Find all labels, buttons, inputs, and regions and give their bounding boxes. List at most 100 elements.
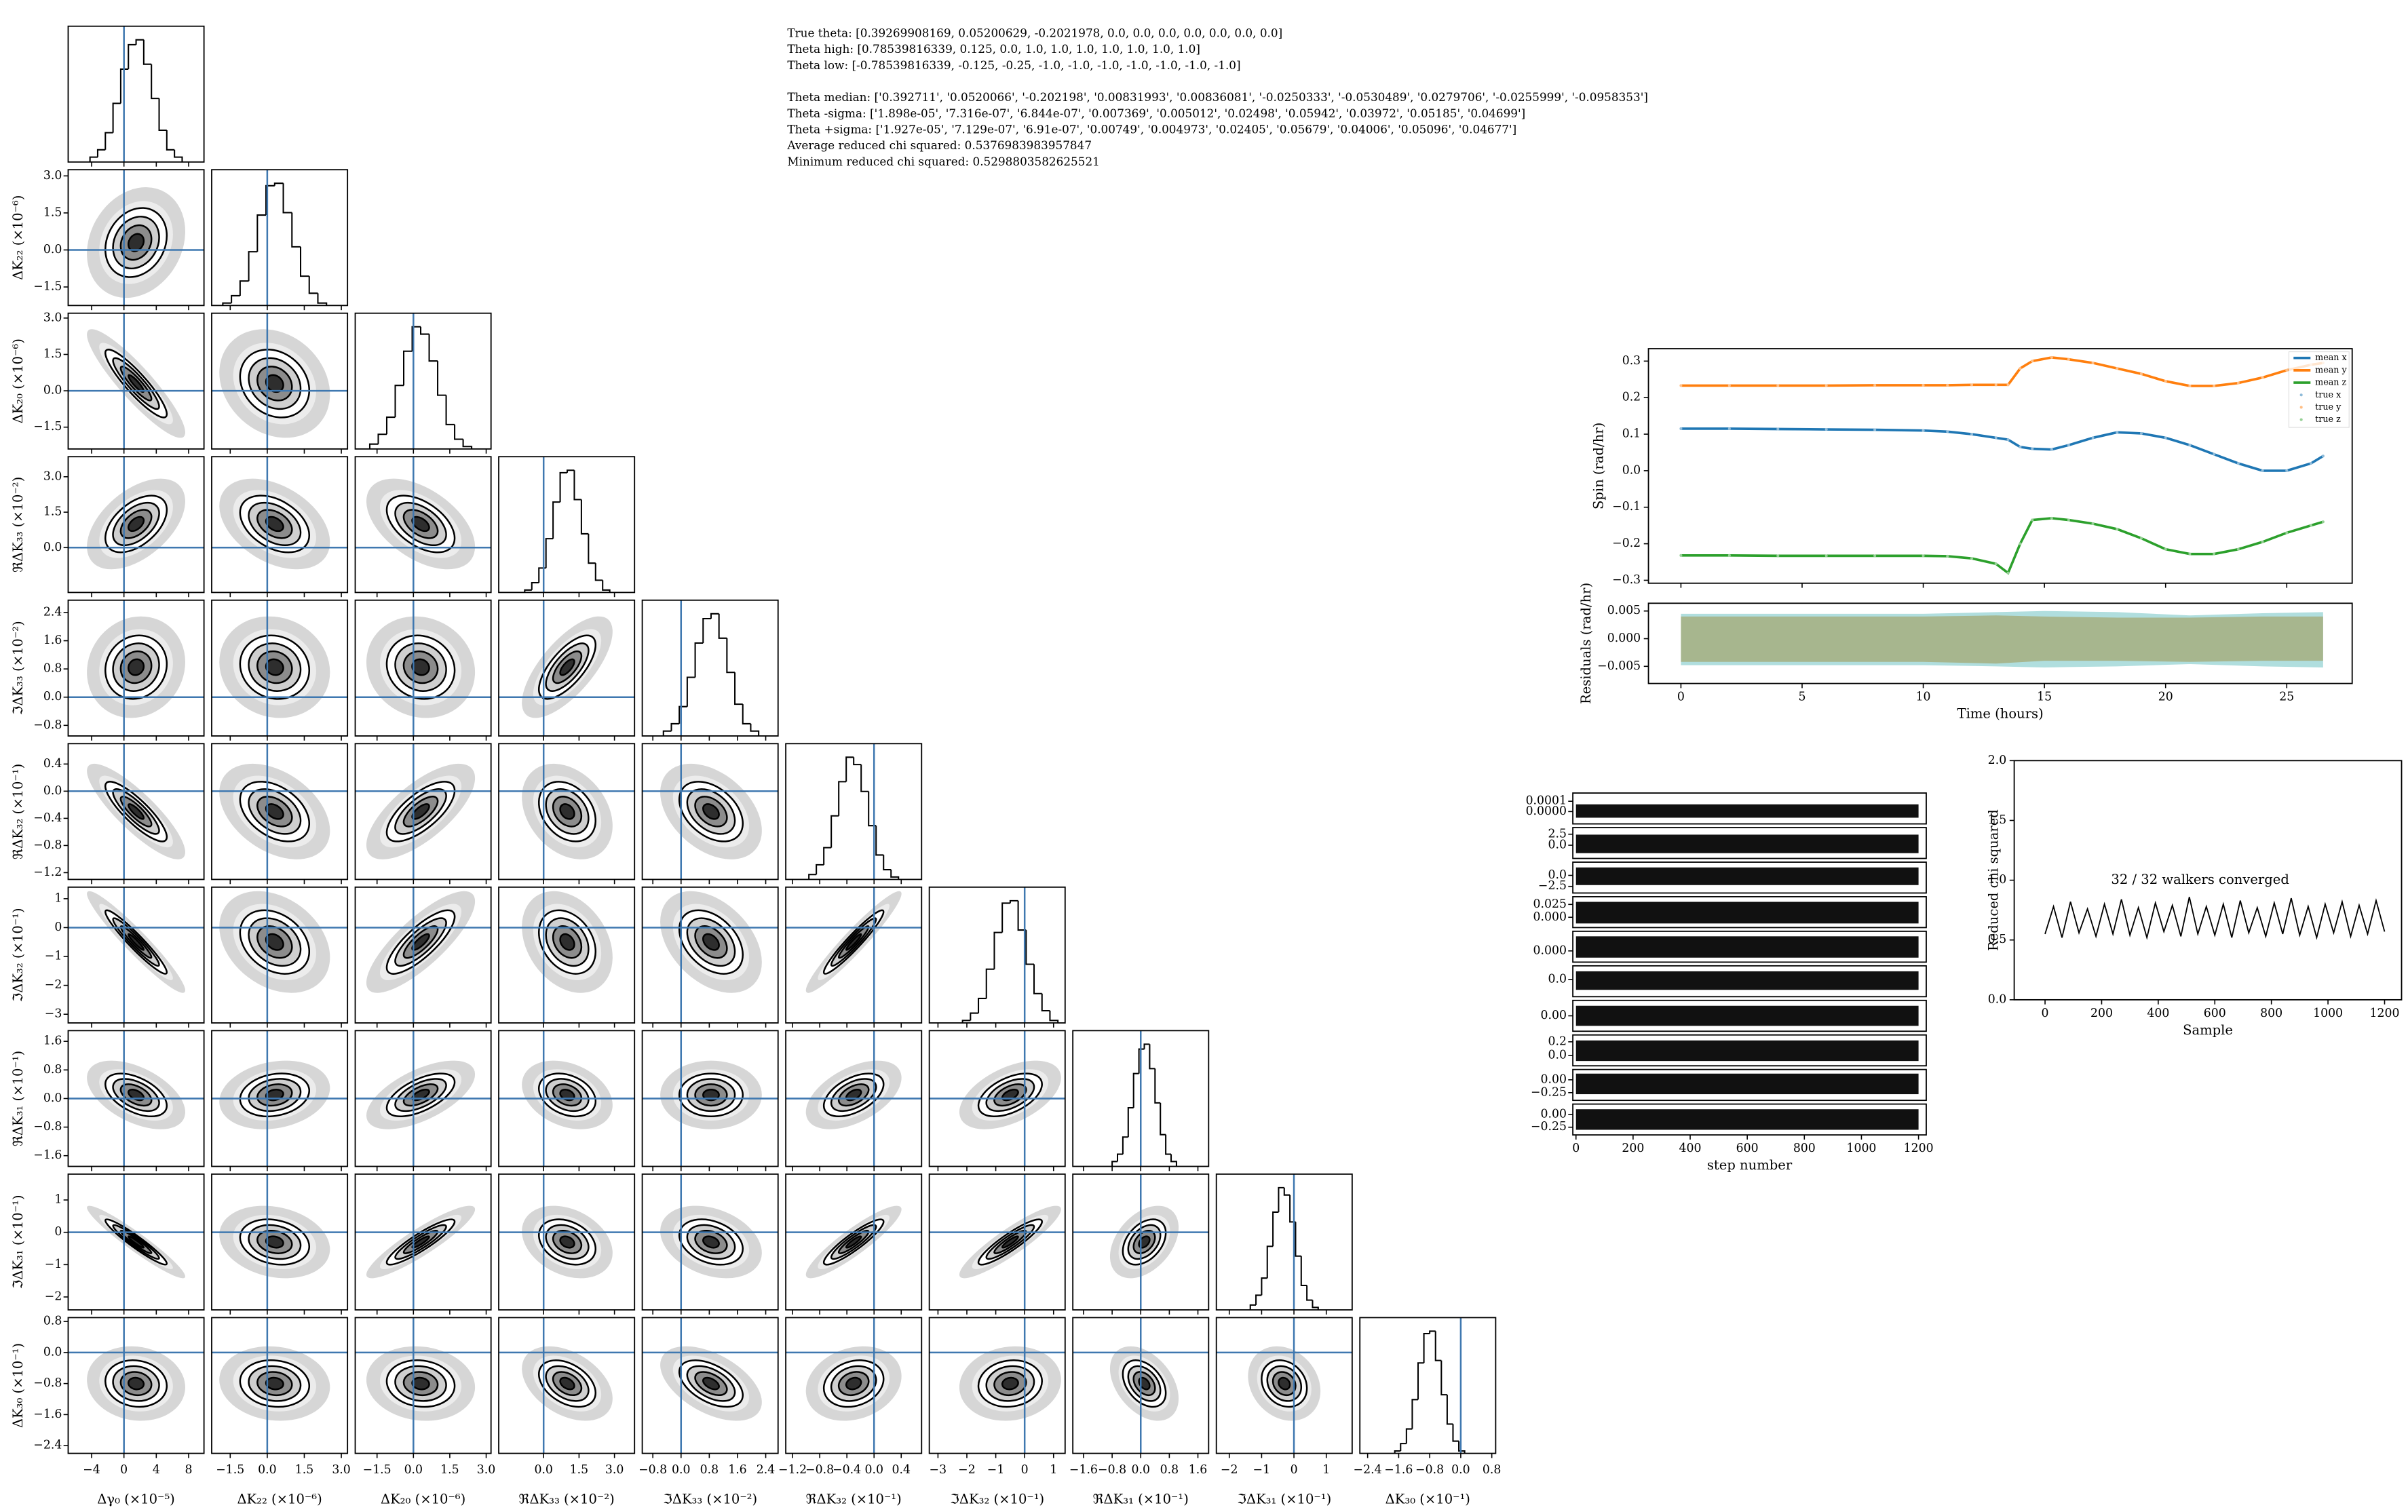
point <box>1727 554 1731 557</box>
x-tick-label: 1000 <box>1846 1142 1876 1155</box>
x-tick-label: 0.0 <box>1132 1463 1150 1477</box>
x-tick-label: 0 <box>1291 1463 1298 1477</box>
y-axis-label: Spin (rad/hr) <box>1590 423 1606 509</box>
panel-frame <box>641 1030 779 1167</box>
histogram-step <box>308 276 318 294</box>
density-contour <box>845 1376 862 1391</box>
histogram-step <box>1272 1211 1279 1247</box>
panel-frame <box>67 743 205 880</box>
point <box>1946 383 1949 387</box>
plot-area <box>1679 355 2325 575</box>
point <box>2261 540 2264 543</box>
plot-area <box>2044 897 2386 940</box>
panel <box>68 1030 204 1167</box>
axes-frame <box>1647 602 2353 684</box>
y-tick-label: 1.5 <box>1988 813 2006 827</box>
x-axis-label: ΔK₃₀ (×10⁻¹) <box>1385 1491 1470 1507</box>
panel-frame <box>1359 1317 1497 1454</box>
panel <box>355 1317 491 1454</box>
panel-frame <box>498 1317 636 1454</box>
histogram-step <box>524 589 532 593</box>
y-tick-label: 0.00 <box>1541 1072 1567 1086</box>
point <box>2006 571 2010 575</box>
panel <box>929 1174 1065 1311</box>
y-tick-label: −0.25 <box>1531 1120 1567 1133</box>
y-tick-label: −2.5 <box>1538 879 1567 893</box>
histogram-step <box>128 43 136 69</box>
panel <box>68 600 204 736</box>
panel <box>355 1174 491 1311</box>
panel <box>212 1317 348 1454</box>
error-band <box>1681 615 2323 664</box>
point <box>1922 429 1925 432</box>
panel-frame <box>354 456 492 594</box>
density-contour <box>702 1235 720 1249</box>
y-tick-label: 2.5 <box>1548 827 1567 840</box>
y-tick-label: 0.0 <box>43 1091 62 1105</box>
histogram-step <box>1149 1044 1155 1070</box>
annotation: Theta -sigma: ['1.898e-05', '7.316e-07',… <box>787 106 1525 120</box>
panel-frame <box>211 886 349 1024</box>
histogram-step <box>89 156 98 162</box>
y-tick-label: 0.0 <box>43 1345 62 1359</box>
panel-frame <box>354 743 492 880</box>
histogram-step <box>1440 1360 1447 1396</box>
x-axis-label: step number <box>1707 1157 1793 1173</box>
y-tick-label: −0.2 <box>1612 537 1641 550</box>
x-axis-label: ℜΔK₃₂ (×10⁻¹) <box>806 1491 902 1507</box>
point <box>1824 427 1828 431</box>
histogram-step <box>1261 1277 1267 1296</box>
y-axis-label: ℜΔK₃₂ (×10⁻¹) <box>10 764 26 859</box>
histogram-step <box>104 132 113 150</box>
line <box>2044 897 2386 940</box>
legend-label: mean y <box>2315 365 2347 375</box>
point <box>2188 384 2192 388</box>
walker-trace <box>1575 1005 1919 1026</box>
point <box>1679 554 1683 557</box>
panel-frame <box>67 456 205 594</box>
strip-frame <box>1572 827 1927 859</box>
panel <box>662 600 760 736</box>
density-contour <box>127 1235 145 1249</box>
histogram-step <box>1127 1107 1134 1138</box>
y-tick-label: −0.005 <box>1597 659 1641 673</box>
panel-frame <box>928 1030 1066 1167</box>
y-tick-label: −1 <box>45 1258 62 1271</box>
y-tick-label: 0.2 <box>1622 391 1641 404</box>
histogram-step <box>385 416 396 435</box>
point <box>1994 436 1998 440</box>
point <box>2091 436 2095 440</box>
x-tick-label: 800 <box>1793 1142 1816 1155</box>
point <box>2321 520 2325 524</box>
x-tick-label: 5 <box>1798 691 1805 704</box>
y-tick-label: 0.0 <box>43 541 62 554</box>
panel <box>355 887 491 1023</box>
x-tick-label: 3.0 <box>605 1463 624 1477</box>
panel <box>929 1030 1065 1167</box>
panel-frame <box>785 1173 923 1311</box>
histogram-step <box>1312 1300 1319 1311</box>
y-tick-label: 0.8 <box>43 1063 62 1077</box>
histogram-step <box>875 826 884 856</box>
histogram-step <box>291 212 301 248</box>
point <box>1970 557 1974 560</box>
density-contour <box>265 1235 284 1249</box>
panel-frame <box>641 1173 779 1311</box>
point <box>2067 518 2070 522</box>
panel <box>786 1317 922 1454</box>
y-tick-label: 3.0 <box>43 169 62 182</box>
strip-frame <box>1572 861 1927 894</box>
point <box>2261 376 2264 379</box>
histogram-step <box>402 350 413 386</box>
y-tick-label: 0.0 <box>1548 868 1567 882</box>
histogram-step <box>1405 1428 1413 1444</box>
x-tick-label: −3 <box>930 1463 947 1477</box>
panel-frame <box>641 743 779 880</box>
y-axis-label: ΔK₂₂ (×10⁻⁶) <box>10 195 26 280</box>
strip <box>1575 1040 1919 1062</box>
point <box>2236 462 2240 465</box>
y-tick-label: 0.000 <box>1607 632 1641 645</box>
density-contour <box>127 933 145 951</box>
strip <box>1575 971 1919 990</box>
strip-frame <box>1572 1103 1927 1136</box>
